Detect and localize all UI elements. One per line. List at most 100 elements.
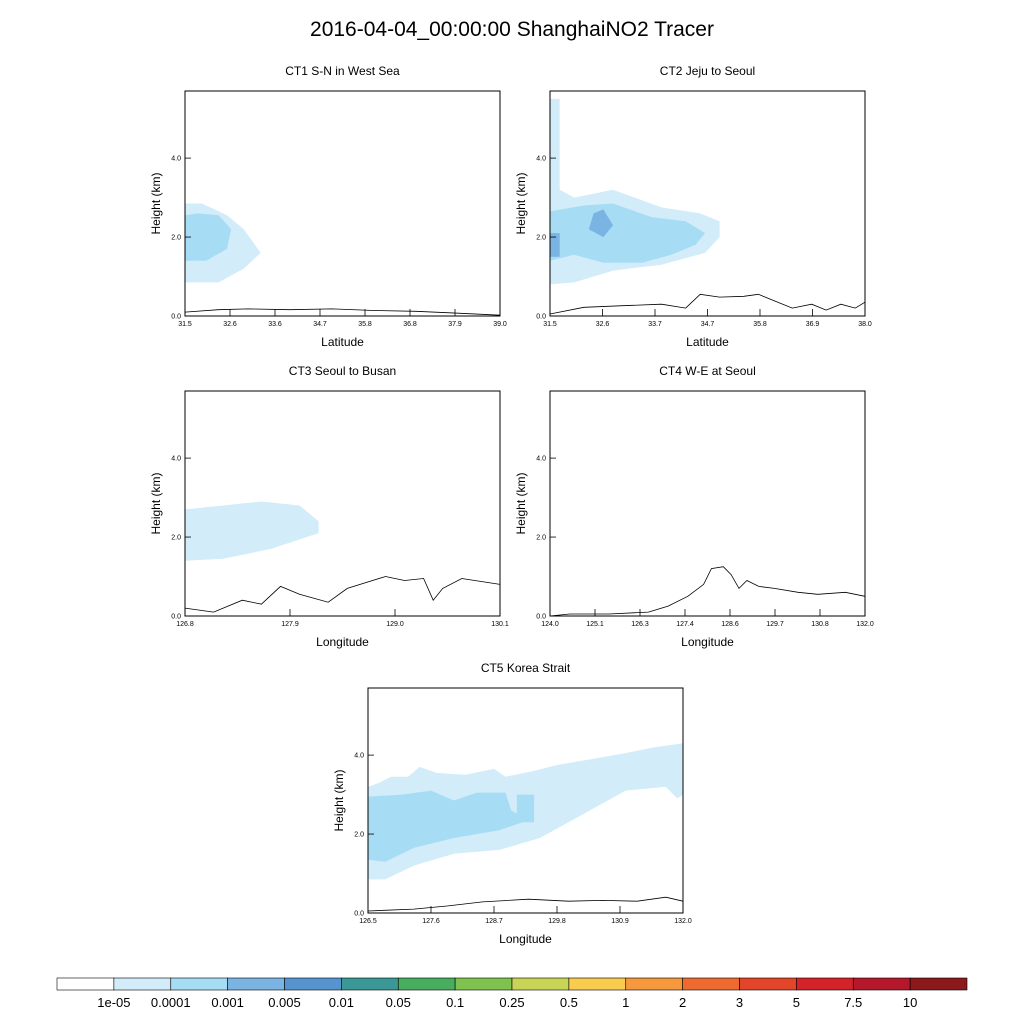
y-axis-label: Height (km) xyxy=(332,769,346,831)
y-tick-label: 0.0 xyxy=(536,314,546,321)
x-tick-label: 125.1 xyxy=(586,621,604,628)
panel-title: CT2 Jeju to Seoul xyxy=(660,64,755,78)
panel-ct2: CT2 Jeju to Seoul 0.0 2.0 4.0 31.5 32.6 33.7 34… xyxy=(505,55,885,355)
panel-title: CT3 Seoul to Busan xyxy=(289,364,396,378)
x-tick-label: 127.6 xyxy=(422,918,440,925)
terrain-line xyxy=(184,576,501,613)
colorbar-label: 3 xyxy=(736,995,743,1010)
x-tick-label: 38.0 xyxy=(858,321,872,328)
colorbar-swatch xyxy=(284,977,342,991)
x-axis-label: Latitude xyxy=(686,335,729,349)
colorbar-swatch xyxy=(796,977,854,991)
x-tick-label: 129.8 xyxy=(548,918,566,925)
panel-ct3: CT3 Seoul to Busan 0.0 2.0 4.0 126.8 127.9 129… xyxy=(140,355,520,655)
x-tick-label: 35.8 xyxy=(358,321,372,328)
colorbar-label: 10 xyxy=(903,995,917,1010)
y-tick-label: 0.0 xyxy=(171,314,181,321)
colorbar-swatch xyxy=(739,977,797,991)
panel-title: CT1 S-N in West Sea xyxy=(285,64,400,78)
colorbar-swatch xyxy=(909,977,968,991)
y-axis-label: Height (km) xyxy=(514,472,528,534)
x-tick-label: 128.7 xyxy=(485,918,503,925)
x-tick-label: 31.5 xyxy=(543,321,557,328)
x-tick-label: 33.6 xyxy=(268,321,282,328)
colorbar-label: 0.0001 xyxy=(151,995,191,1010)
colorbar-label: 0.1 xyxy=(446,995,464,1010)
x-tick-label: 129.0 xyxy=(386,621,404,628)
contour-band-2 xyxy=(368,790,529,862)
contour-band-3 xyxy=(550,233,560,257)
colorbar-swatch xyxy=(397,977,456,991)
x-tick-label: 36.8 xyxy=(403,321,417,328)
y-tick-label: 4.0 xyxy=(171,456,181,463)
plot-frame xyxy=(184,390,501,617)
terrain-line xyxy=(549,293,866,315)
y-tick-label: 0.0 xyxy=(171,614,181,621)
plot-frame xyxy=(367,687,684,914)
terrain-line xyxy=(184,308,501,316)
terrain-line xyxy=(549,566,866,617)
x-tick-label: 126.8 xyxy=(176,621,194,628)
plot-frame xyxy=(184,90,501,317)
x-tick-label: 126.5 xyxy=(359,918,377,925)
y-tick-label: 2.0 xyxy=(354,832,364,839)
colorbar-label: 1e-05 xyxy=(97,995,130,1010)
colorbar-label: 2 xyxy=(679,995,686,1010)
x-tick-label: 39.0 xyxy=(493,321,507,328)
panel-ct4: CT4 W-E at Seoul 0.0 2.0 4.0 124.0 125.1 126.3… xyxy=(505,355,885,655)
y-axis-label: Height (km) xyxy=(149,472,163,534)
x-tick-label: 124.0 xyxy=(541,621,559,628)
colorbar-label: 0.05 xyxy=(386,995,411,1010)
y-tick-label: 4.0 xyxy=(171,156,181,163)
colorbar-label: 0.005 xyxy=(268,995,301,1010)
colorbar-swatch xyxy=(56,977,115,991)
colorbar-label: 1 xyxy=(622,995,629,1010)
page-title: 2016-04-04_00:00:00 ShanghaiNO2 Tracer xyxy=(310,18,714,41)
colorbar-label: 7.5 xyxy=(844,995,862,1010)
chart-ct1: CT1 S-N in West Sea 0.0 2.0 4.0 31.5 32.6 33.6… xyxy=(149,64,507,349)
contour-band-3 xyxy=(588,209,613,238)
colorbar-swatch xyxy=(511,977,570,991)
x-tick-label: 34.7 xyxy=(313,321,327,328)
x-tick-label: 36.9 xyxy=(806,321,820,328)
chart-ct3: CT3 Seoul to Busan 0.0 2.0 4.0 126.8 127.9 129… xyxy=(149,364,509,649)
colorbar-label: 0.01 xyxy=(329,995,354,1010)
x-tick-label: 130.1 xyxy=(491,621,509,628)
contour-band-1 xyxy=(185,501,319,561)
y-tick-label: 4.0 xyxy=(536,156,546,163)
contour-band-2 xyxy=(516,794,535,823)
x-tick-label: 34.7 xyxy=(701,321,715,328)
x-axis-label: Longitude xyxy=(681,635,734,649)
x-tick-label: 37.9 xyxy=(448,321,462,328)
x-tick-label: 32.6 xyxy=(596,321,610,328)
y-tick-label: 4.0 xyxy=(536,456,546,463)
y-tick-label: 0.0 xyxy=(354,911,364,918)
panel-ct1: CT1 S-N in West Sea 0.0 2.0 4.0 31.5 32.6 33.6… xyxy=(140,55,520,355)
y-axis-label: Height (km) xyxy=(514,172,528,234)
colorbar-swatch xyxy=(113,977,172,991)
colorbar-label: 0.001 xyxy=(211,995,244,1010)
y-tick-label: 2.0 xyxy=(536,535,546,542)
x-tick-label: 127.9 xyxy=(281,621,299,628)
x-axis-label: Longitude xyxy=(499,932,552,946)
contour-band-2 xyxy=(185,213,232,261)
chart-ct5: CT5 Korea Strait 0.0 2.0 4.0 126.5 127.6 128.7… xyxy=(332,661,692,946)
colorbar-label: 0.5 xyxy=(560,995,578,1010)
y-axis-label: Height (km) xyxy=(149,172,163,234)
colorbar-swatch xyxy=(682,977,740,991)
x-tick-label: 132.0 xyxy=(856,621,874,628)
x-tick-label: 130.9 xyxy=(611,918,629,925)
colorbar-swatch xyxy=(625,977,683,991)
plot-frame xyxy=(549,390,866,617)
x-tick-label: 126.3 xyxy=(631,621,649,628)
y-tick-label: 0.0 xyxy=(536,614,546,621)
x-tick-label: 128.6 xyxy=(721,621,739,628)
chart-ct4: CT4 W-E at Seoul 0.0 2.0 4.0 124.0 125.1 126.3… xyxy=(514,364,874,649)
x-tick-label: 33.7 xyxy=(648,321,662,328)
panel-ct5: CT5 Korea Strait 0.0 2.0 4.0 126.5 127.6 128.7… xyxy=(323,652,703,952)
x-tick-label: 132.0 xyxy=(674,918,692,925)
y-tick-label: 2.0 xyxy=(171,235,181,242)
colorbar-swatch xyxy=(852,977,911,991)
x-tick-label: 31.5 xyxy=(178,321,192,328)
x-axis-label: Longitude xyxy=(316,635,369,649)
